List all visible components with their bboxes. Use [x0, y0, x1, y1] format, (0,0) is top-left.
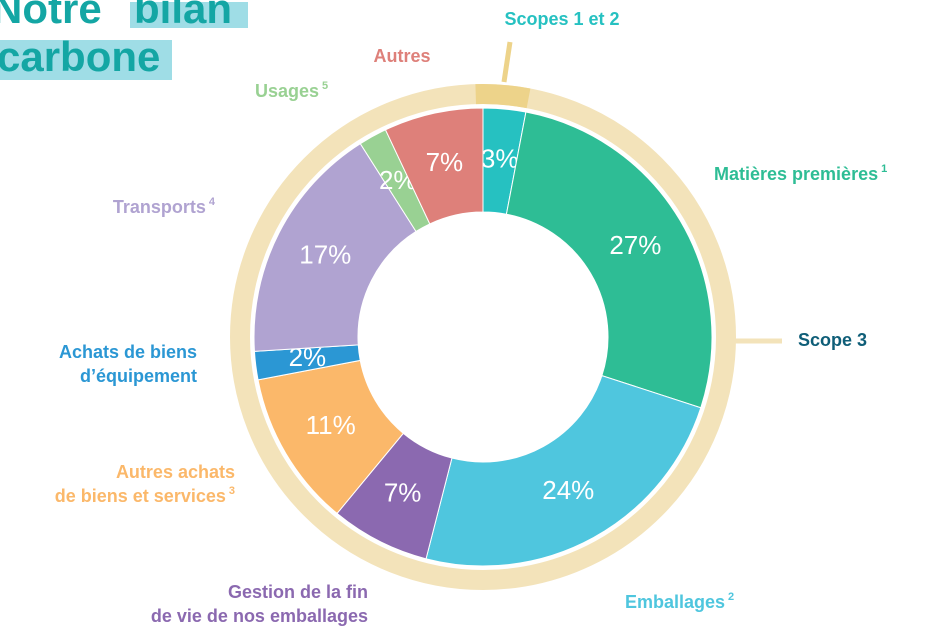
category-label-line: Autres achats	[116, 462, 235, 482]
donut-slice	[425, 374, 702, 567]
category-label-line: Emballages	[625, 592, 725, 612]
value-label: 11%	[306, 410, 356, 440]
value-label: 24%	[542, 475, 594, 505]
chart-title: bilan	[134, 0, 232, 32]
annotation: Scope 3	[798, 330, 867, 350]
category-label-line: Matières premières	[714, 164, 878, 184]
category-label-line: Achats de biens	[59, 342, 197, 362]
leader-line	[501, 41, 513, 83]
title-highlight	[130, 2, 248, 28]
value-label: 7%	[384, 478, 422, 508]
category-label: Matières premières 1	[714, 163, 887, 184]
value-label: 27%	[609, 230, 661, 260]
value-label: 17%	[299, 240, 351, 270]
value-label: 7%	[426, 147, 464, 177]
title-highlight	[0, 40, 172, 80]
category-label: Autres achats de biens et services 3	[55, 462, 235, 506]
category-label-line: Scopes 1 et 2	[504, 9, 619, 29]
category-label-line: Usages	[255, 81, 319, 101]
donut-slice	[384, 107, 484, 225]
category-label: Usages 5	[255, 80, 328, 101]
footnote-marker: 3	[229, 485, 235, 497]
donut-slice	[505, 111, 713, 409]
category-label: Emballages 2	[625, 591, 734, 612]
category-label: Autres	[373, 46, 430, 66]
footnote-marker: 5	[322, 80, 328, 92]
footnote-marker: 4	[209, 196, 216, 208]
scope-ring-highlight	[475, 83, 531, 109]
footnote-marker: 1	[881, 163, 887, 175]
chart-title: Notre	[0, 0, 102, 32]
category-label-line: Gestion de la fin	[228, 582, 368, 602]
category-label-line: Autres	[373, 46, 430, 66]
category-label-line: d’équipement	[80, 366, 197, 386]
category-label: Transports 4	[113, 196, 216, 217]
category-label: Achats de biens d’équipement	[59, 342, 197, 386]
footnote-marker: 2	[728, 591, 734, 603]
category-label: Scopes 1 et 2	[504, 9, 619, 29]
category-label-line: de vie de nos emballages	[151, 606, 368, 626]
category-label-line: de biens et services	[55, 486, 226, 506]
chart-title: carbone	[0, 33, 160, 80]
category-label: Gestion de la fin de vie de nos emballage…	[151, 582, 368, 626]
category-label-line: Transports	[113, 197, 206, 217]
donut-slice	[253, 142, 417, 352]
value-label: 3%	[481, 144, 519, 174]
